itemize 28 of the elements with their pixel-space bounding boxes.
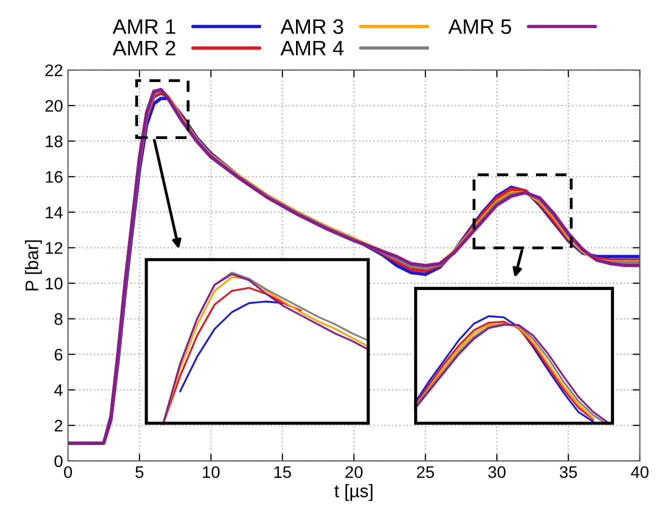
x-tick-label: 35 (560, 466, 577, 478)
x-tick-label: 20 (346, 466, 363, 478)
y-tick-label: 0 (54, 455, 62, 468)
x-tick-label: 10 (202, 466, 220, 478)
x-tick-label: 0 (64, 466, 72, 478)
legend-label: AMR 2 (112, 40, 176, 56)
y-tick-label: 16 (46, 171, 62, 183)
y-tick-label: 10 (46, 278, 62, 290)
y-tick-label: 4 (54, 384, 63, 396)
y-tick-label: 6 (54, 348, 62, 361)
legend-label: AMR 5 (448, 19, 512, 34)
y-tick-label: 14 (46, 206, 63, 218)
y-axis-title: P [bar] (25, 240, 42, 290)
x-tick-label: 5 (136, 466, 144, 478)
x-tick-label: 30 (488, 466, 506, 478)
y-tick-label: 20 (45, 100, 62, 112)
x-axis-title: t [µs] (334, 484, 372, 501)
x-tick-label: 25 (416, 466, 434, 478)
y-tick-label: 8 (54, 313, 62, 325)
legend-label: AMR 3 (280, 19, 344, 34)
x-tick-label: 40 (630, 466, 648, 478)
legend-label: AMR 4 (280, 40, 344, 56)
y-tick-label: 18 (46, 136, 62, 148)
x-tick-label: 15 (274, 466, 292, 478)
y-tick-label: 2 (54, 420, 62, 432)
legend-label: AMR 1 (112, 19, 176, 34)
y-tick-label: 22 (45, 64, 62, 76)
y-tick-label: 12 (46, 242, 62, 254)
